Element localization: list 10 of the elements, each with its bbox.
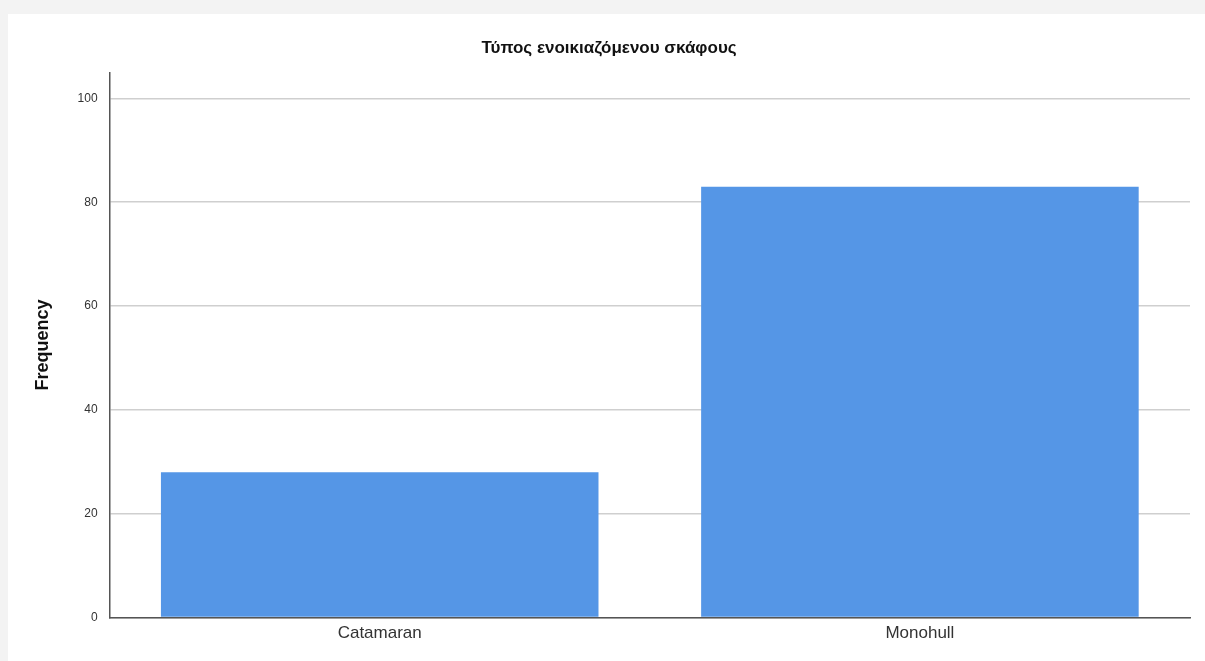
x-tick-label: Catamaran xyxy=(337,623,422,643)
y-tick-label: 20 xyxy=(84,506,98,521)
y-tick-label: 0 xyxy=(90,609,98,624)
chart-title: Τύπος ενοικιαζόμενου σκάφους xyxy=(481,37,737,57)
y-tick-label: 100 xyxy=(77,90,98,105)
y-tick-label: 80 xyxy=(84,194,98,209)
y-axis-title: Frequency xyxy=(31,299,52,391)
y-tick-label: 40 xyxy=(84,402,98,417)
x-tick-label: Monohull xyxy=(885,623,955,643)
y-tick-label: 60 xyxy=(84,298,98,313)
